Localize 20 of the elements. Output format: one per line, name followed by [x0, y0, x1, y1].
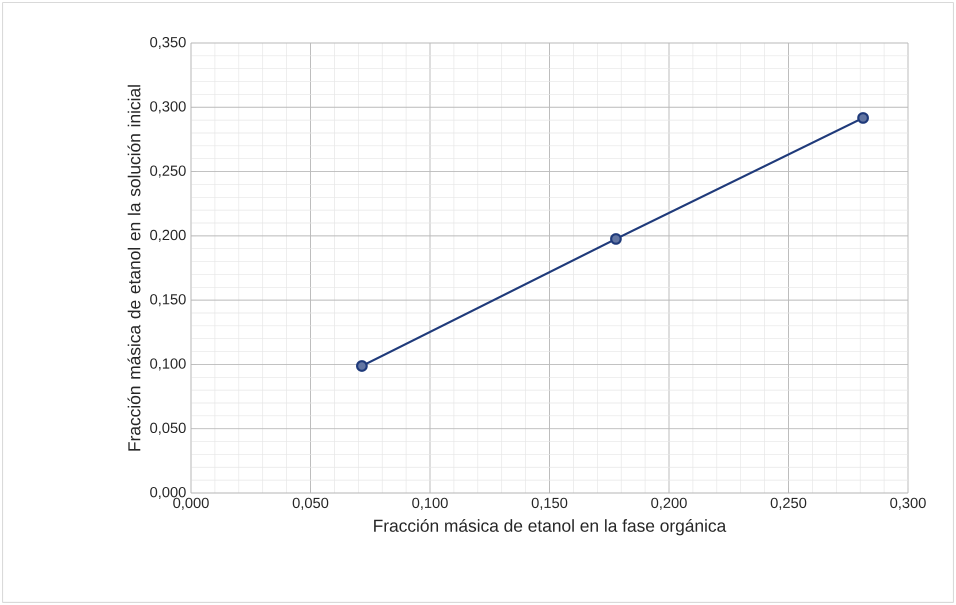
- point: [857, 112, 869, 124]
- y-tick-label: 0,250: [150, 166, 186, 178]
- y-tick-label: 0,150: [150, 294, 186, 306]
- x-tick-label: 0,250: [770, 498, 806, 510]
- x-tick-label: 0,200: [651, 498, 687, 510]
- x-tick-label: 0,300: [890, 498, 926, 510]
- y-tick-label: 0,350: [150, 36, 186, 50]
- y-axis-title: Fracción másica de etanol en la solución inicial: [128, 85, 140, 451]
- x-tick-label: 0,000: [173, 498, 209, 510]
- point: [610, 233, 622, 245]
- y-tick-label: 0,100: [150, 358, 186, 370]
- y-tick-label: 0,300: [150, 101, 186, 114]
- x-tick-label: 0,050: [292, 498, 328, 510]
- y-tick-label: 0,000: [150, 486, 186, 500]
- x-tick-label: 0,100: [412, 498, 448, 510]
- y-tick-label: 0,050: [150, 422, 186, 435]
- x-axis-title: Fracción másica de etanol en la fase orgánica: [374, 518, 726, 536]
- y-tick-label: 0,200: [150, 230, 186, 242]
- point: [356, 360, 368, 372]
- x-tick-label: 0,150: [532, 498, 568, 510]
